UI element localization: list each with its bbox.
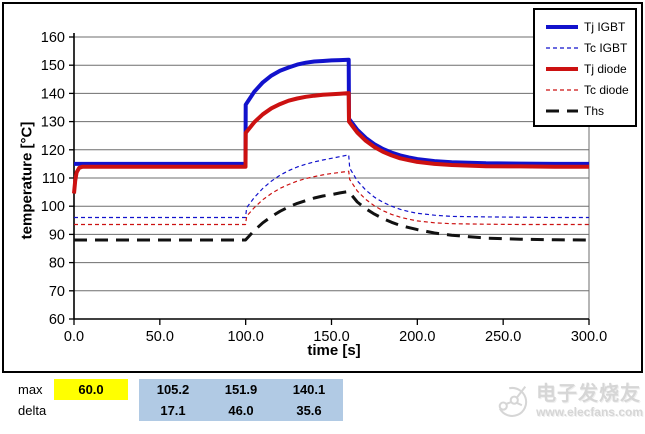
y-tick-label: 160 <box>41 30 65 46</box>
stats-value-cell: 46.0 <box>207 400 275 421</box>
legend-item: Tj diode <box>545 58 635 79</box>
x-axis-title: time [s] <box>307 342 361 359</box>
stats-row-max: max 60.0 105.2 151.9 140.1 <box>0 379 440 400</box>
legend-label: Tj diode <box>584 61 627 76</box>
chart-canvas: 60 70 80 90 100 110 120 130 140 150 160 0.0 50.0 100.… <box>41 30 607 345</box>
legend-label: Tc diode <box>584 82 629 97</box>
x-tick-label: 50.0 <box>146 329 174 345</box>
elecfans-logo-icon <box>498 385 528 417</box>
x-tick-label: 250.0 <box>485 329 521 345</box>
watermark: 电子发烧友 www.elecfans.com <box>488 375 643 427</box>
y-tick-label: 80 <box>49 256 65 272</box>
legend-line-sample <box>546 46 578 49</box>
stats-value-cell: 17.1 <box>139 400 207 421</box>
x-tick-label: 100.0 <box>228 329 264 345</box>
legend-label: Tc IGBT <box>584 40 628 55</box>
watermark-brand: 电子发烧友 <box>536 383 642 405</box>
stats-value-cell: 35.6 <box>275 400 343 421</box>
y-tick-label: 150 <box>41 58 65 74</box>
stats-row-label: max <box>18 382 43 397</box>
y-tick-label: 70 <box>49 284 65 300</box>
legend-line-sample <box>546 88 578 91</box>
legend: Tj IGBT Tc IGBT Tj diode Tc diode Ths <box>533 8 637 127</box>
watermark-url: www.elecfans.com <box>536 405 643 419</box>
stats-value-cell: 140.1 <box>275 379 343 400</box>
y-tick-label: 100 <box>41 199 65 215</box>
legend-line-sample <box>546 109 578 112</box>
stats-value-cells: 17.1 46.0 35.6 <box>139 400 343 421</box>
stats-value-cell: 151.9 <box>207 379 275 400</box>
pulse-duration-cell: 60.0 <box>54 379 128 400</box>
legend-label: Tj IGBT <box>584 19 626 34</box>
chart-plot-area: 60 70 80 90 100 110 120 130 140 150 160 0.0 50.0 100.… <box>2 2 643 373</box>
stats-value-cell: 105.2 <box>139 379 207 400</box>
legend-item: Tc diode <box>545 79 635 100</box>
stats-table: max 60.0 105.2 151.9 140.1 delta 17.1 46.0 35.6 <box>0 379 440 421</box>
series-line-tj-diode <box>72 91 589 194</box>
y-tick-label: 130 <box>41 115 65 131</box>
y-tick-label: 120 <box>41 143 65 159</box>
legend-line-sample <box>546 24 578 29</box>
x-tick-label: 0.0 <box>64 329 84 345</box>
legend-item: Tj IGBT <box>545 16 635 37</box>
stats-value-cells: 105.2 151.9 140.1 <box>139 379 343 400</box>
series-line-ths <box>74 190 590 242</box>
y-axis-title: temperature [°C] <box>18 121 36 240</box>
y-tick-label: 140 <box>41 86 65 102</box>
watermark-text: 电子发烧友 www.elecfans.com <box>536 383 643 419</box>
stats-row-delta: delta 17.1 46.0 35.6 <box>0 400 440 421</box>
x-tick-label: 200.0 <box>399 329 435 345</box>
legend-item: Ths <box>545 100 635 121</box>
series-line-tj-igbt <box>74 57 589 166</box>
legend-line-sample <box>546 66 578 71</box>
x-tick-label: 150.0 <box>313 329 349 345</box>
legend-item: Tc IGBT <box>545 37 635 58</box>
stats-row-label: delta <box>18 403 47 418</box>
legend-label: Ths <box>584 103 605 118</box>
y-tick-label: 110 <box>42 171 65 187</box>
y-tick-label: 90 <box>49 227 65 243</box>
series-line-tc-diode <box>74 170 589 226</box>
x-tick-label: 300.0 <box>571 329 607 345</box>
y-tick-label: 60 <box>49 312 65 328</box>
